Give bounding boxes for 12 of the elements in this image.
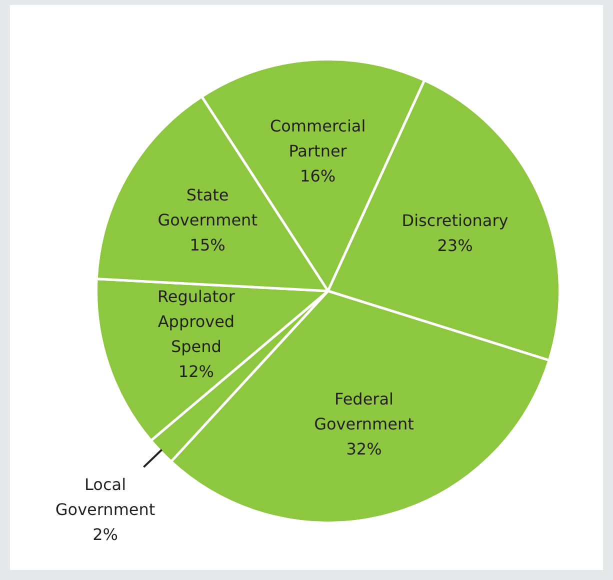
slice-label: Federal Government [314,389,414,434]
data-label: 15% [190,236,226,255]
data-label: 23% [437,236,473,256]
data-label: 2% [92,525,118,544]
data-label: 32% [346,439,382,458]
slice-label: State Government [158,186,258,230]
data-label: 12% [178,362,214,382]
slice-label: Commercial Partner [270,116,366,160]
slice-label: Local Government [55,475,156,520]
data-label: 16% [300,166,336,186]
slice-label: Regulator Approved Spend [157,287,236,356]
slice-label: Discretionary [402,211,508,230]
